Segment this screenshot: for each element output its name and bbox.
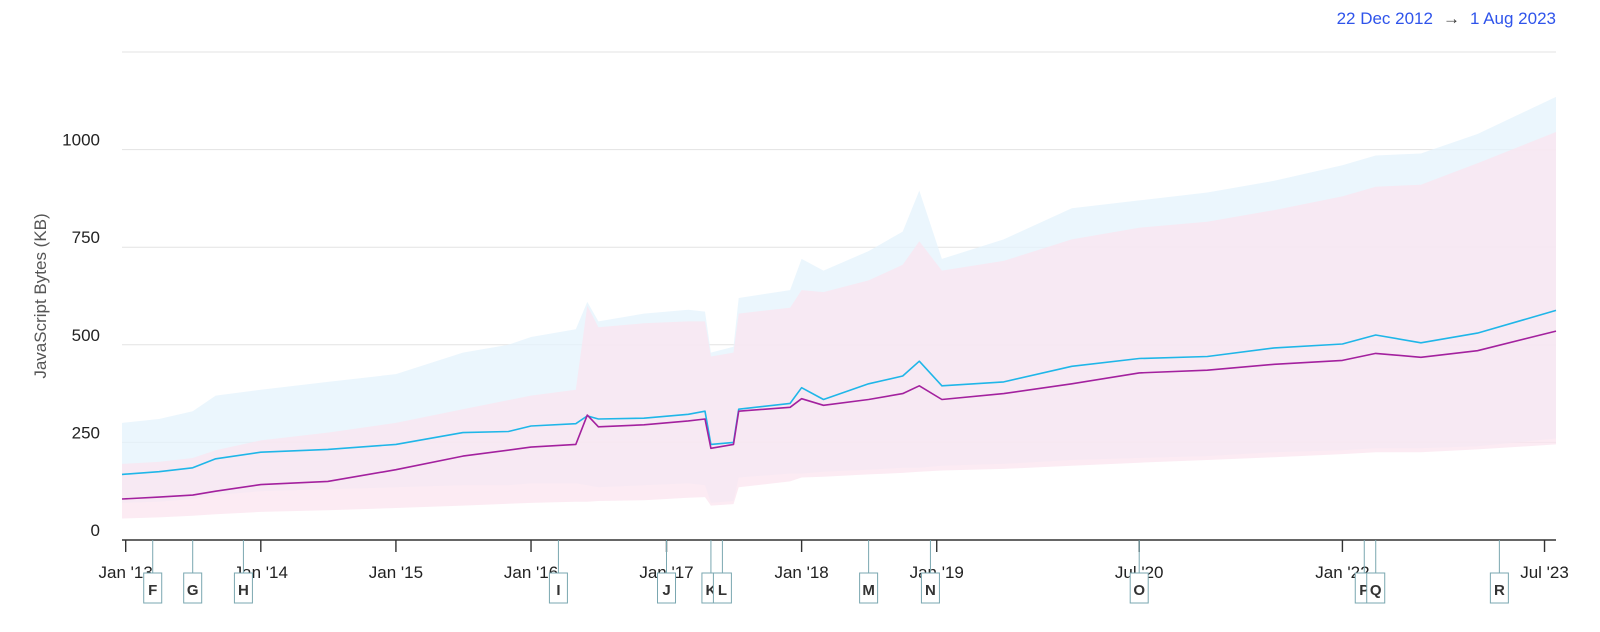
- annotation-marker[interactable]: [143, 572, 163, 604]
- annotation-marker[interactable]: [233, 572, 253, 604]
- series-band: [122, 132, 1556, 519]
- percentile-bands: [122, 96, 1556, 519]
- annotation-label: F: [148, 582, 157, 599]
- x-tick-label: Jan '16: [504, 563, 558, 582]
- x-tick-label: Jan '13: [99, 563, 153, 582]
- series-line[interactable]: [121, 330, 1557, 500]
- annotation-marker[interactable]: [1489, 572, 1509, 604]
- y-tick-label: 1000: [62, 131, 100, 150]
- annotation-marker[interactable]: [1366, 572, 1386, 604]
- annotation-marker[interactable]: [548, 572, 568, 604]
- x-tick-label: Jul '23: [1520, 563, 1569, 582]
- annotation-marker[interactable]: [183, 572, 203, 604]
- annotation-label: H: [238, 582, 249, 599]
- y-tick-label: 750: [72, 228, 100, 247]
- y-tick-label: 500: [72, 326, 100, 345]
- range-start[interactable]: 22 Dec 2012: [1336, 9, 1433, 28]
- y-tick-label: 250: [72, 423, 100, 442]
- annotation-label: L: [718, 582, 727, 599]
- range-end[interactable]: 1 Aug 2023: [1469, 9, 1556, 28]
- annotation-label: R: [1494, 582, 1505, 599]
- series-lines: [121, 309, 1557, 500]
- annotation-label: P: [1359, 582, 1369, 599]
- annotation-label: M: [862, 582, 875, 599]
- annotation-label: I: [556, 582, 560, 599]
- range-arrow-icon: →: [1442, 9, 1460, 28]
- y-tick-label: 0: [91, 521, 100, 540]
- annotation-label: N: [925, 582, 936, 599]
- x-tick-label: Jan '15: [369, 563, 423, 582]
- annotation-label: O: [1133, 582, 1145, 599]
- annotation-label: G: [187, 582, 199, 599]
- annotation-marker[interactable]: [920, 572, 940, 604]
- y-axis-title: JavaScript Bytes (KB): [31, 213, 50, 378]
- annotation-marker[interactable]: [1129, 572, 1149, 604]
- x-tick-label: Jan '18: [774, 563, 828, 582]
- date-range-label[interactable]: 22 Dec 2012 → 1 Aug 2023: [1337, 9, 1556, 29]
- annotation-marker[interactable]: [712, 572, 732, 604]
- annotation-label: Q: [1370, 582, 1382, 599]
- annotation-label: J: [662, 582, 670, 599]
- annotation-marker[interactable]: [859, 572, 879, 604]
- annotation-label: K: [706, 582, 717, 599]
- annotation-marker[interactable]: [657, 572, 677, 604]
